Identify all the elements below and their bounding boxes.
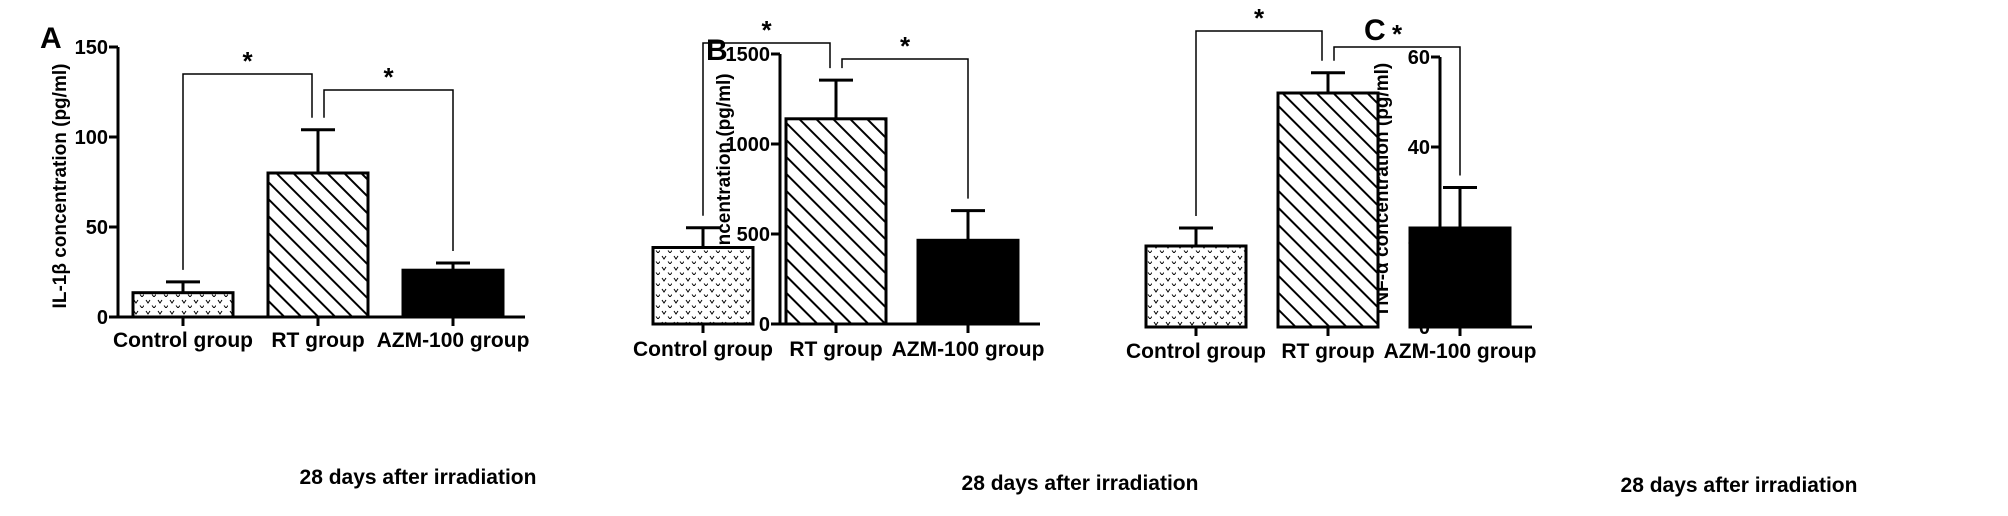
- category-label: Control group: [113, 329, 253, 352]
- panel-b: B IL-6 concentration (pg/ml) 28 days aft…: [633, 15, 1198, 495]
- significance-label: *: [761, 15, 772, 45]
- bar-rt-group: [784, 117, 888, 326]
- bar-control-group: [1144, 244, 1248, 329]
- panel-label: B: [706, 34, 728, 67]
- y-tick-label: 500: [737, 224, 770, 246]
- category-label: RT group: [271, 329, 364, 352]
- panel-label: C: [1364, 14, 1386, 47]
- significance-bracket: [1333, 46, 1461, 176]
- significance-bracket: [182, 73, 313, 270]
- significance-bracket: [323, 89, 454, 251]
- significance-label: *: [383, 62, 394, 92]
- category-label: AZM-100 group: [892, 338, 1045, 361]
- y-tick-label: 60: [1408, 47, 1430, 69]
- category-label: Control group: [633, 338, 773, 361]
- significance-label: *: [1392, 19, 1403, 49]
- bar-control-group: [651, 246, 755, 326]
- category-label: AZM-100 group: [377, 329, 530, 352]
- y-tick-label: 1000: [726, 134, 771, 156]
- significance-label: *: [1254, 3, 1265, 33]
- panel-c: C TNF-α concentration (pg/ml) 28 days af…: [1126, 3, 1857, 497]
- panel-a: A IL-1β concentration (pg/ml) 28 days af…: [40, 22, 536, 489]
- bar-rt-group: [266, 171, 370, 319]
- significance-label: *: [900, 31, 911, 61]
- significance-bracket: [702, 42, 831, 216]
- category-label: Control group: [1126, 340, 1266, 363]
- x-axis-label: 28 days after irradiation: [1621, 474, 1858, 497]
- y-tick-label: 40: [1408, 137, 1430, 159]
- y-tick-label: 100: [75, 127, 108, 149]
- y-tick-label: 0: [759, 314, 770, 336]
- y-tick-label: 50: [86, 217, 108, 239]
- category-label: RT group: [1281, 340, 1374, 363]
- bar-rt-group: [1276, 91, 1380, 329]
- x-axis-label: 28 days after irradiation: [962, 472, 1199, 495]
- bar-azm-100-group: [916, 238, 1020, 326]
- bar-azm-100-group: [1408, 226, 1512, 329]
- bar-control-group: [131, 291, 235, 319]
- y-tick-label: 0: [97, 307, 108, 329]
- significance-bracket: [1195, 30, 1323, 216]
- category-label: AZM-100 group: [1384, 340, 1537, 363]
- x-axis-label: 28 days after irradiation: [300, 466, 537, 489]
- significance-bracket: [841, 58, 969, 199]
- panel-label: A: [40, 22, 62, 55]
- significance-label: *: [242, 46, 253, 76]
- category-label: RT group: [789, 338, 882, 361]
- y-tick-label: 150: [75, 37, 108, 59]
- bar-azm-100-group: [401, 268, 505, 319]
- y-axis-label: IL-1β concentration (pg/ml): [50, 64, 71, 309]
- y-tick-label: 1500: [726, 44, 771, 66]
